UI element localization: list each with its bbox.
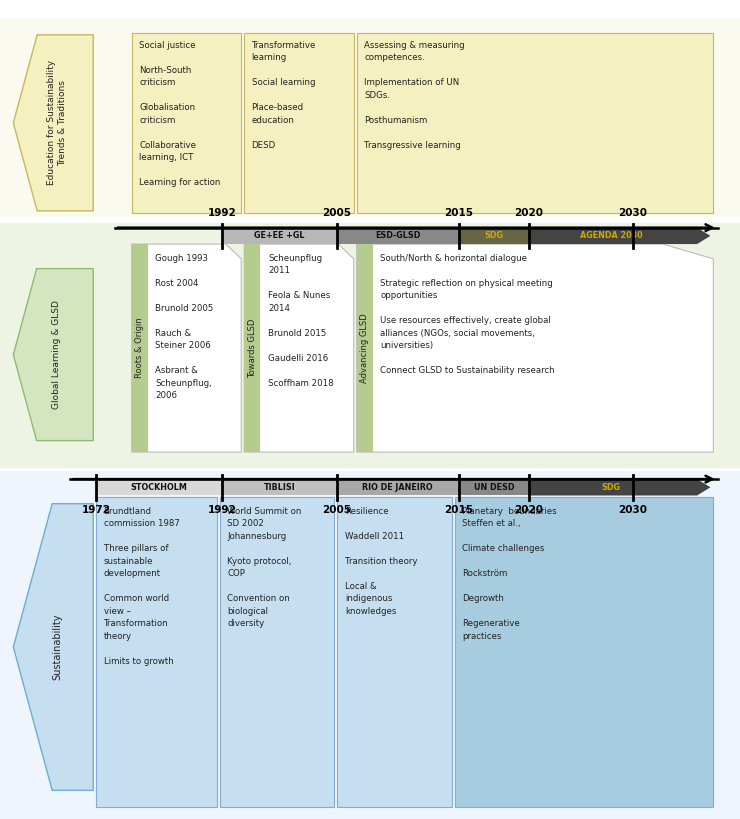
- Text: SDG: SDG: [602, 483, 620, 491]
- Polygon shape: [132, 244, 241, 452]
- Polygon shape: [13, 269, 93, 441]
- Text: 2030: 2030: [618, 505, 648, 515]
- Polygon shape: [13, 504, 93, 790]
- Bar: [222, 228, 337, 244]
- Bar: [0, 223, 740, 468]
- Bar: [96, 497, 217, 807]
- Text: Education for Sustainability
Trends & Traditions: Education for Sustainability Trends & Tr…: [47, 61, 67, 185]
- Bar: [0, 19, 740, 217]
- Bar: [132, 33, 241, 213]
- Text: RIO DE JANEIRO: RIO DE JANEIRO: [363, 483, 433, 491]
- Text: Scheunpflug
2011

Feola & Nunes
2014

Brunold 2015

Gaudelli 2016

Scoffham 2018: Scheunpflug 2011 Feola & Nunes 2014 Brun…: [268, 254, 334, 388]
- Text: 2005: 2005: [322, 208, 351, 218]
- Text: Sustainability: Sustainability: [52, 613, 62, 681]
- Polygon shape: [529, 479, 710, 495]
- Text: South/North & horizontal dialogue

Strategic reflection on physical meeting
oppo: South/North & horizontal dialogue Strate…: [380, 254, 555, 375]
- Polygon shape: [529, 228, 710, 244]
- Bar: [337, 479, 459, 495]
- Text: AGENDA 2030: AGENDA 2030: [579, 232, 642, 240]
- Text: Assessing & measuring
competences.

Implementation of UN
SDGs.

Posthumanism

Tr: Assessing & measuring competences. Imple…: [364, 41, 465, 150]
- Text: Transformative
learning

Social learning

Place-based
education

DESD: Transformative learning Social learning …: [252, 41, 316, 150]
- Text: Roots & Origin: Roots & Origin: [135, 318, 144, 378]
- Text: 2015: 2015: [444, 505, 474, 515]
- Bar: [337, 228, 459, 244]
- Text: World Summit on
SD 2002
Johannesburg

Kyoto protocol,
COP

Convention on
biologi: World Summit on SD 2002 Johannesburg Kyo…: [227, 507, 302, 628]
- Text: Resilience

Waddell 2011

Transition theory

Local &
indigenous
knowledges: Resilience Waddell 2011 Transition theor…: [345, 507, 417, 616]
- Text: Towards GLSD: Towards GLSD: [248, 319, 257, 378]
- Text: 2020: 2020: [514, 208, 544, 218]
- Text: Brundtland
commission 1987

Three pillars of
sustainable
development

Common wor: Brundtland commission 1987 Three pillars…: [104, 507, 180, 666]
- Text: TIBLISI: TIBLISI: [263, 483, 295, 491]
- Text: 2030: 2030: [618, 208, 648, 218]
- Text: ESD-GLSD: ESD-GLSD: [375, 232, 420, 240]
- Text: UN DESD: UN DESD: [474, 483, 514, 491]
- Text: Global Learning & GLSD: Global Learning & GLSD: [53, 301, 61, 409]
- Polygon shape: [244, 244, 354, 452]
- Bar: [96, 479, 222, 495]
- Text: GE+EE +GL: GE+EE +GL: [254, 232, 305, 240]
- Text: SDG: SDG: [485, 232, 503, 240]
- Text: 2005: 2005: [322, 505, 351, 515]
- Bar: [357, 244, 373, 452]
- Bar: [0, 471, 740, 819]
- Text: Social justice

North-South
criticism

Globalisation
criticism

Collaborative
le: Social justice North-South criticism Glo…: [139, 41, 221, 188]
- Text: STOCKHOLM: STOCKHOLM: [131, 483, 187, 491]
- Bar: [220, 497, 334, 807]
- Text: Gough 1993

Rost 2004

Brunold 2005

Rauch &
Steiner 2006

Asbrant &
Scheunpflug: Gough 1993 Rost 2004 Brunold 2005 Rauch …: [155, 254, 214, 400]
- Text: 2015: 2015: [444, 208, 474, 218]
- Bar: [459, 479, 529, 495]
- Bar: [244, 244, 260, 452]
- Bar: [459, 228, 529, 244]
- Text: Advancing GLSD: Advancing GLSD: [360, 313, 369, 383]
- Text: Planetary  boundaries
Steffen et al.,

Climate challenges

Rockström

Degrowth

: Planetary boundaries Steffen et al., Cli…: [462, 507, 557, 641]
- Bar: [132, 244, 148, 452]
- Bar: [337, 497, 452, 807]
- Text: 1992: 1992: [208, 505, 236, 515]
- Text: 2020: 2020: [514, 505, 544, 515]
- Bar: [357, 33, 713, 213]
- Bar: [244, 33, 354, 213]
- Text: 1992: 1992: [208, 208, 236, 218]
- Polygon shape: [13, 34, 93, 211]
- Text: 1972: 1972: [81, 505, 111, 515]
- Bar: [222, 479, 337, 495]
- Bar: [455, 497, 713, 807]
- Polygon shape: [357, 244, 713, 452]
